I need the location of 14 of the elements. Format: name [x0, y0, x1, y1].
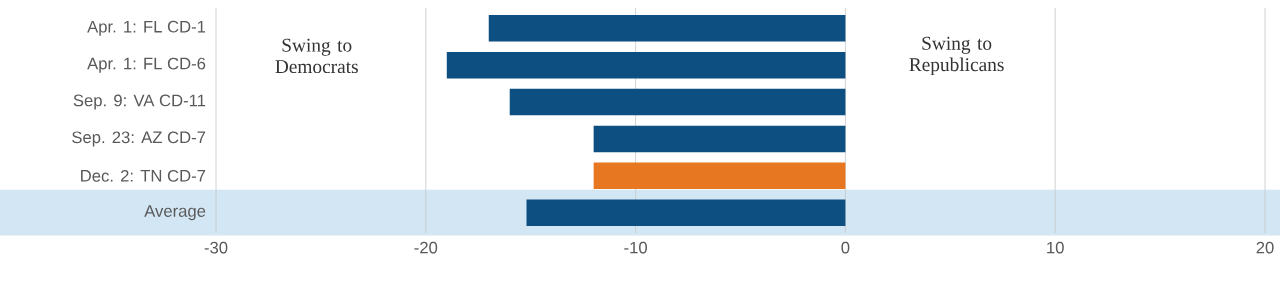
- x-tick-label: -10: [624, 241, 647, 254]
- x-tick-label: 20: [1256, 241, 1274, 254]
- y-tick-label: Apr. 1: FL CD-6: [87, 57, 206, 73]
- x-tick-label: -30: [204, 241, 228, 254]
- x-tick-label: -20: [414, 241, 438, 254]
- annotation: Swing to Democrats: [275, 38, 358, 74]
- x-tick-label: 0: [841, 241, 850, 254]
- y-tick-label: Average: [144, 205, 206, 221]
- y-tick-label: Apr. 1: FL CD-1: [87, 20, 206, 36]
- x-tick-label: 10: [1047, 241, 1064, 254]
- annotation: Swing to Republicans: [909, 36, 1004, 76]
- y-tick-label: Dec. 2: TN CD-7: [81, 169, 206, 182]
- y-tick-label: Sep. 23: AZ CD-7: [72, 131, 206, 147]
- y-tick-label: Sep. 9: VA CD-11: [73, 94, 206, 110]
